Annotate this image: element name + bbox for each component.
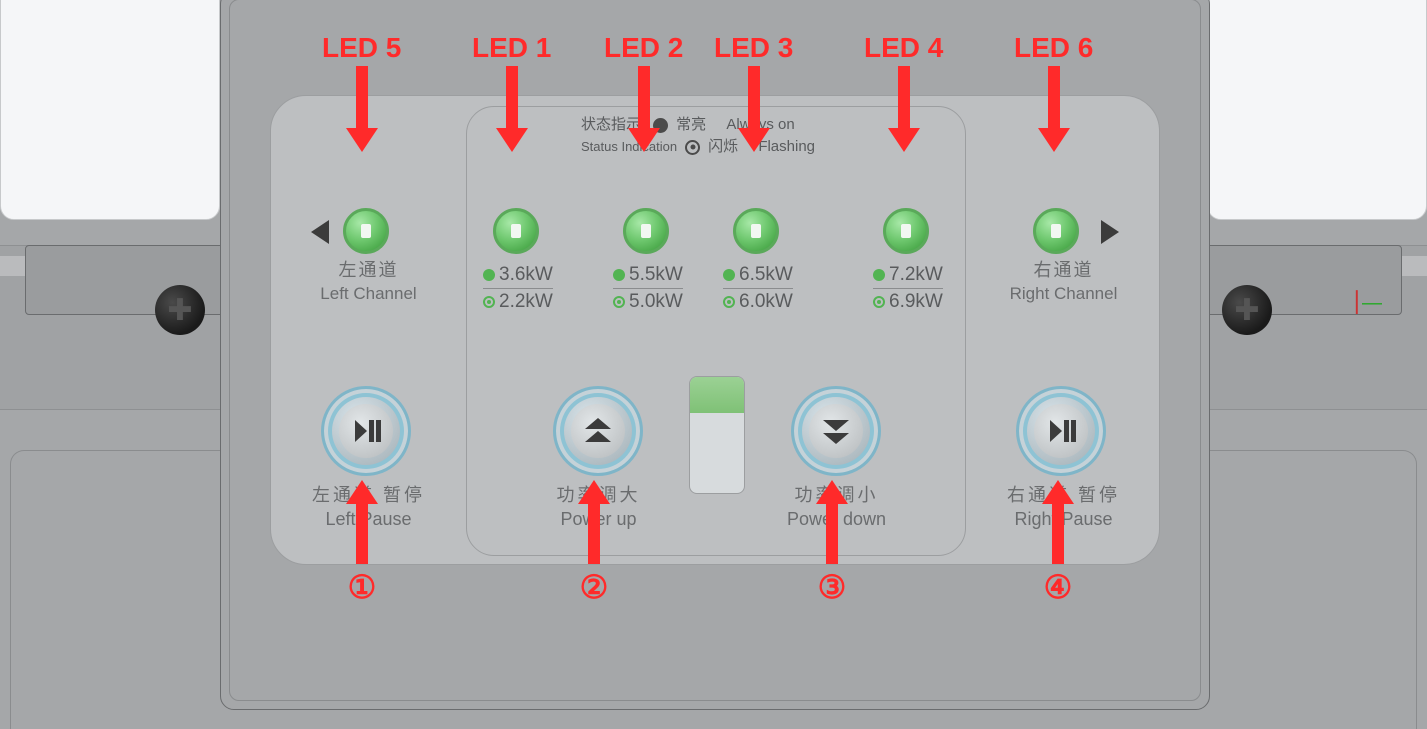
- right-channel-label: 右通道 Right Channel: [1001, 206, 1126, 304]
- axis-gizmo: ⎮—: [1352, 290, 1382, 315]
- callout-led5: LED 5: [322, 32, 401, 152]
- led-2: [623, 208, 669, 254]
- led-3: [733, 208, 779, 254]
- callout-btn1: ①: [346, 480, 378, 606]
- top-cover-left: [0, 0, 220, 220]
- ring-dot-icon: [685, 140, 700, 155]
- screw-left: [155, 285, 205, 335]
- kw-led3: 6.5kW 6.0kW: [723, 264, 793, 313]
- callout-led2: LED 2: [604, 32, 683, 152]
- callout-btn4: ④: [1042, 480, 1074, 606]
- rocker-switch[interactable]: [689, 376, 745, 494]
- callout-led1: LED 1: [472, 32, 551, 152]
- led-1: [493, 208, 539, 254]
- callout-led4: LED 4: [864, 32, 943, 152]
- led-4: [883, 208, 929, 254]
- kw-led1: 3.6kW 2.2kW: [483, 264, 553, 313]
- callout-led6: LED 6: [1014, 32, 1093, 152]
- left-channel-label: 左通道 Left Channel: [311, 206, 426, 304]
- control-panel: 状态指示: 常亮 Always on Status Indication 闪烁 …: [270, 95, 1160, 565]
- callout-btn3: ③: [816, 480, 848, 606]
- kw-led2: 5.5kW 5.0kW: [613, 264, 683, 313]
- callout-led3: LED 3: [714, 32, 793, 152]
- screw-right: [1222, 285, 1272, 335]
- kw-led4: 7.2kW 6.9kW: [873, 264, 943, 313]
- top-cover-right: [1207, 0, 1427, 220]
- callout-btn2: ②: [578, 480, 610, 606]
